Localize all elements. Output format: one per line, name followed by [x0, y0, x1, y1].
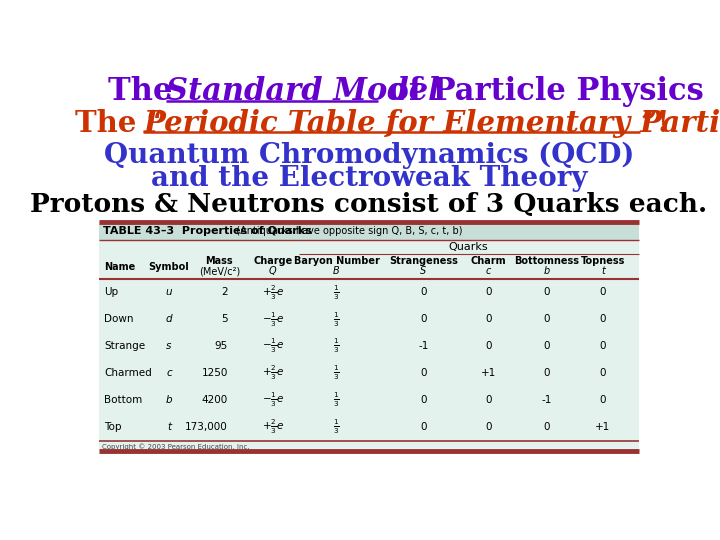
Text: $\frac{1}{3}$: $\frac{1}{3}$ — [333, 418, 340, 436]
Text: (MeV/c²): (MeV/c²) — [199, 266, 240, 276]
Text: Standard Model: Standard Model — [166, 76, 439, 107]
Text: $+\frac{2}{3}e$: $+\frac{2}{3}e$ — [261, 418, 284, 436]
Text: Symbol: Symbol — [148, 261, 189, 272]
Text: u: u — [166, 287, 172, 298]
Text: t: t — [167, 422, 171, 432]
Text: 0: 0 — [420, 287, 426, 298]
Text: Up: Up — [104, 287, 118, 298]
Text: +1: +1 — [481, 368, 496, 378]
Text: 0: 0 — [543, 314, 550, 325]
Text: $\frac{1}{3}$: $\frac{1}{3}$ — [333, 391, 340, 409]
Text: Mass: Mass — [206, 256, 233, 266]
Text: 0: 0 — [600, 395, 606, 405]
Text: 1250: 1250 — [202, 368, 228, 378]
Text: 0: 0 — [600, 341, 606, 351]
Text: The “: The “ — [75, 109, 163, 138]
Text: $+\frac{2}{3}e$: $+\frac{2}{3}e$ — [261, 283, 284, 301]
Text: 2: 2 — [221, 287, 228, 298]
Text: $\frac{1}{3}$: $\frac{1}{3}$ — [333, 310, 340, 328]
Bar — [99, 222, 639, 240]
Bar — [99, 222, 639, 451]
Text: B: B — [333, 266, 340, 276]
Text: 0: 0 — [543, 368, 550, 378]
Text: 0: 0 — [420, 314, 426, 325]
Text: 0: 0 — [543, 422, 550, 432]
Text: 0: 0 — [420, 395, 426, 405]
Text: Strange: Strange — [104, 341, 145, 351]
Text: $\frac{1}{3}$: $\frac{1}{3}$ — [333, 337, 340, 355]
Text: $-\frac{1}{3}e$: $-\frac{1}{3}e$ — [261, 337, 284, 355]
Text: Protons & Neutrons consist of 3 Quarks each.: Protons & Neutrons consist of 3 Quarks e… — [30, 192, 708, 218]
Text: $-\frac{1}{3}e$: $-\frac{1}{3}e$ — [261, 310, 284, 328]
Text: Periodic Table for Elementary Particles: Periodic Table for Elementary Particles — [143, 109, 720, 138]
Text: d: d — [166, 314, 172, 325]
Text: Down: Down — [104, 314, 133, 325]
Text: Bottomness: Bottomness — [514, 256, 579, 266]
Text: 0: 0 — [485, 341, 492, 351]
Text: Topness: Topness — [581, 256, 625, 266]
Text: Quarks: Quarks — [448, 242, 487, 252]
Text: Quantum Chromodynamics (QCD): Quantum Chromodynamics (QCD) — [104, 142, 634, 170]
Text: 0: 0 — [600, 314, 606, 325]
Text: 95: 95 — [215, 341, 228, 351]
Text: 0: 0 — [420, 368, 426, 378]
Text: 0: 0 — [420, 422, 426, 432]
Text: s: s — [166, 341, 172, 351]
Text: c: c — [166, 368, 172, 378]
Text: +1: +1 — [595, 422, 611, 432]
Text: S: S — [420, 266, 426, 276]
Text: b: b — [544, 266, 549, 276]
Text: 4200: 4200 — [202, 395, 228, 405]
Text: Charm: Charm — [471, 256, 506, 266]
Text: (Antiquarks have opposite sign Q, B, S, c, t, b): (Antiquarks have opposite sign Q, B, S, … — [230, 226, 463, 236]
Text: Copyright © 2003 Pearson Education, Inc.: Copyright © 2003 Pearson Education, Inc. — [102, 443, 250, 450]
Text: TABLE 43–3  Properties of Quarks: TABLE 43–3 Properties of Quarks — [103, 226, 312, 236]
Text: -1: -1 — [541, 395, 552, 405]
Bar — [99, 240, 639, 254]
Text: Name: Name — [104, 261, 135, 272]
Text: 0: 0 — [485, 422, 492, 432]
Bar — [99, 254, 639, 279]
Text: Baryon Number: Baryon Number — [294, 256, 379, 266]
Text: and the Electroweak Theory: and the Electroweak Theory — [150, 165, 588, 192]
Text: ”!: ”! — [640, 109, 670, 138]
Text: Charmed: Charmed — [104, 368, 152, 378]
Text: 0: 0 — [543, 341, 550, 351]
Text: t: t — [601, 266, 605, 276]
Text: 0: 0 — [543, 287, 550, 298]
Text: 5: 5 — [221, 314, 228, 325]
Text: Charge: Charge — [253, 256, 292, 266]
Text: Q: Q — [269, 266, 276, 276]
Text: of Particle Physics: of Particle Physics — [378, 76, 703, 107]
Text: The: The — [107, 76, 183, 107]
Text: 0: 0 — [485, 287, 492, 298]
Text: -1: -1 — [418, 341, 428, 351]
Text: 0: 0 — [485, 395, 492, 405]
Text: 173,000: 173,000 — [185, 422, 228, 432]
Text: $-\frac{1}{3}e$: $-\frac{1}{3}e$ — [261, 391, 284, 409]
Text: Top: Top — [104, 422, 122, 432]
Text: $\frac{1}{3}$: $\frac{1}{3}$ — [333, 283, 340, 301]
Text: Bottom: Bottom — [104, 395, 142, 405]
Text: Strangeness: Strangeness — [389, 256, 458, 266]
Text: $\frac{1}{3}$: $\frac{1}{3}$ — [333, 364, 340, 382]
Text: 0: 0 — [485, 314, 492, 325]
Text: 0: 0 — [600, 287, 606, 298]
Text: b: b — [166, 395, 172, 405]
Text: $+\frac{2}{3}e$: $+\frac{2}{3}e$ — [261, 364, 284, 382]
Text: c: c — [486, 266, 491, 276]
Text: 0: 0 — [600, 368, 606, 378]
